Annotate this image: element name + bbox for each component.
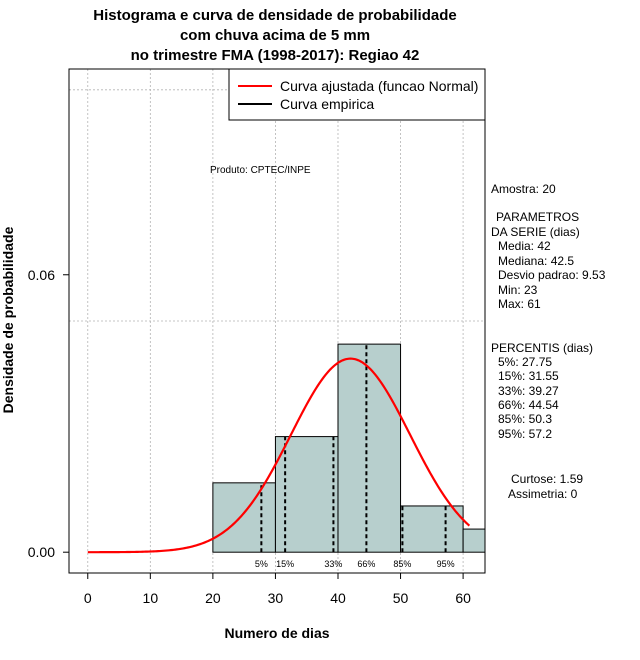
histogram-bars — [212, 343, 485, 553]
stat-param-title-2: DA SERIE (dias) — [491, 225, 580, 239]
chart-title-line-1: Histograma e curva de densidade de proba… — [93, 7, 457, 24]
percentile-label: 85% — [393, 559, 411, 569]
percentile-label: 5% — [255, 559, 268, 569]
stat-percentis-title: PERCENTIS (dias) — [491, 341, 594, 355]
stat-p5: 5%: 27.75 — [498, 355, 553, 369]
curves — [87, 357, 471, 554]
chart-title-line-3: no trimestre FMA (1998-2017): Regiao 42 — [130, 47, 420, 64]
x-axis-label: Numero de dias — [224, 625, 329, 641]
product-note: Produto: CPTEC/INPE — [210, 165, 311, 176]
percentile-lines: 5% 15% 33% 66% 85% 95% — [255, 344, 455, 569]
stat-p95: 95%: 57.2 — [498, 427, 553, 441]
stat-p33: 33%: 39.27 — [498, 384, 559, 398]
histogram-bar — [212, 482, 276, 553]
stat-assimetria: Assimetria: 0 — [508, 487, 578, 501]
percentile-label: 66% — [357, 559, 375, 569]
stat-param-title-1: PARAMETROS — [496, 210, 580, 224]
axes: 0 10 20 30 40 50 60 0.00 0.06 — [28, 267, 471, 606]
stat-p85: 85%: 50.3 — [498, 412, 553, 426]
stat-mediana: Mediana: 42.5 — [498, 254, 575, 268]
fitted-normal-curve — [87, 357, 471, 554]
stat-curtose: Curtose: 1.59 — [511, 472, 584, 486]
stat-media: Media: 42 — [498, 239, 551, 253]
histogram-bar — [337, 343, 402, 553]
legend-box — [228, 68, 486, 121]
x-tick-label: 60 — [455, 590, 471, 606]
chart-title-line-2: com chuva acima de 5 mm — [179, 27, 371, 44]
y-tick-label: 0.06 — [28, 267, 55, 283]
percentile-label: 95% — [437, 559, 455, 569]
x-tick-label: 0 — [84, 590, 92, 606]
y-axis: 0.00 0.06 — [28, 267, 70, 560]
stat-p66: 66%: 44.54 — [498, 398, 559, 412]
stat-min: Min: 23 — [498, 283, 538, 297]
x-tick-label: 30 — [268, 590, 284, 606]
x-axis: 0 10 20 30 40 50 60 — [84, 572, 471, 606]
stat-amostra: Amostra: 20 — [491, 182, 556, 196]
percentile-label: 33% — [324, 559, 342, 569]
stat-desvio: Desvio padrao: 9.53 — [498, 268, 606, 282]
x-tick-label: 40 — [330, 590, 346, 606]
legend-empirical-label: Curva empirica — [280, 96, 374, 112]
x-tick-label: 10 — [143, 590, 159, 606]
histogram-bar — [462, 528, 485, 553]
stat-p15: 15%: 31.55 — [498, 369, 559, 383]
x-tick-label: 20 — [205, 590, 221, 606]
legend: Curva ajustada (funcao Normal) Curva emp… — [228, 68, 486, 121]
histogram-bar — [400, 505, 464, 553]
stat-max: Max: 61 — [498, 297, 541, 311]
percentile-label: 15% — [276, 559, 294, 569]
x-tick-label: 50 — [393, 590, 409, 606]
y-axis-label: Densidade de probabilidade — [0, 226, 16, 413]
y-tick-label: 0.00 — [28, 544, 55, 560]
legend-fitted-label: Curva ajustada (funcao Normal) — [280, 78, 478, 94]
